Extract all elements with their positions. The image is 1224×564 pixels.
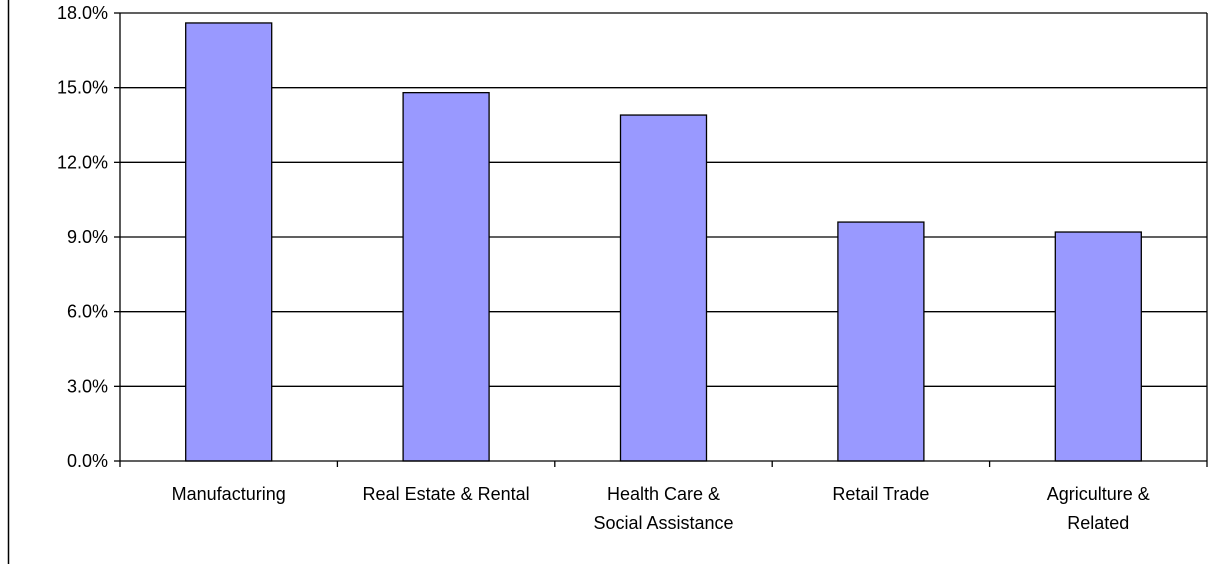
bar xyxy=(619,114,708,462)
bar xyxy=(185,22,273,462)
y-tick-label: 6.0% xyxy=(67,302,108,322)
y-tick-label: 15.0% xyxy=(57,78,108,98)
bar xyxy=(1054,231,1142,462)
x-category-label: Agriculture & Related xyxy=(1047,484,1150,533)
y-tick-label: 18.0% xyxy=(57,3,108,23)
bar xyxy=(402,91,490,462)
x-category-label: Manufacturing xyxy=(172,484,286,504)
bars xyxy=(185,22,1142,462)
y-tick-labels: 0.0% 3.0% 6.0% 9.0% 12.0% 15.0% 18.0% xyxy=(57,3,108,471)
y-tick-label: 0.0% xyxy=(67,451,108,471)
y-tick-label: 3.0% xyxy=(67,376,108,396)
y-tick-label: 9.0% xyxy=(67,227,108,247)
x-category-label: Retail Trade xyxy=(832,484,929,504)
axes xyxy=(114,12,1208,467)
x-category-label: Health Care & Social Assistance xyxy=(593,484,733,533)
bar xyxy=(837,221,925,462)
x-category-label: Real Estate & Rental xyxy=(363,484,530,504)
x-category-labels: Manufacturing Real Estate & Rental Health … xyxy=(172,484,1150,533)
y-tick-label: 12.0% xyxy=(57,152,108,172)
